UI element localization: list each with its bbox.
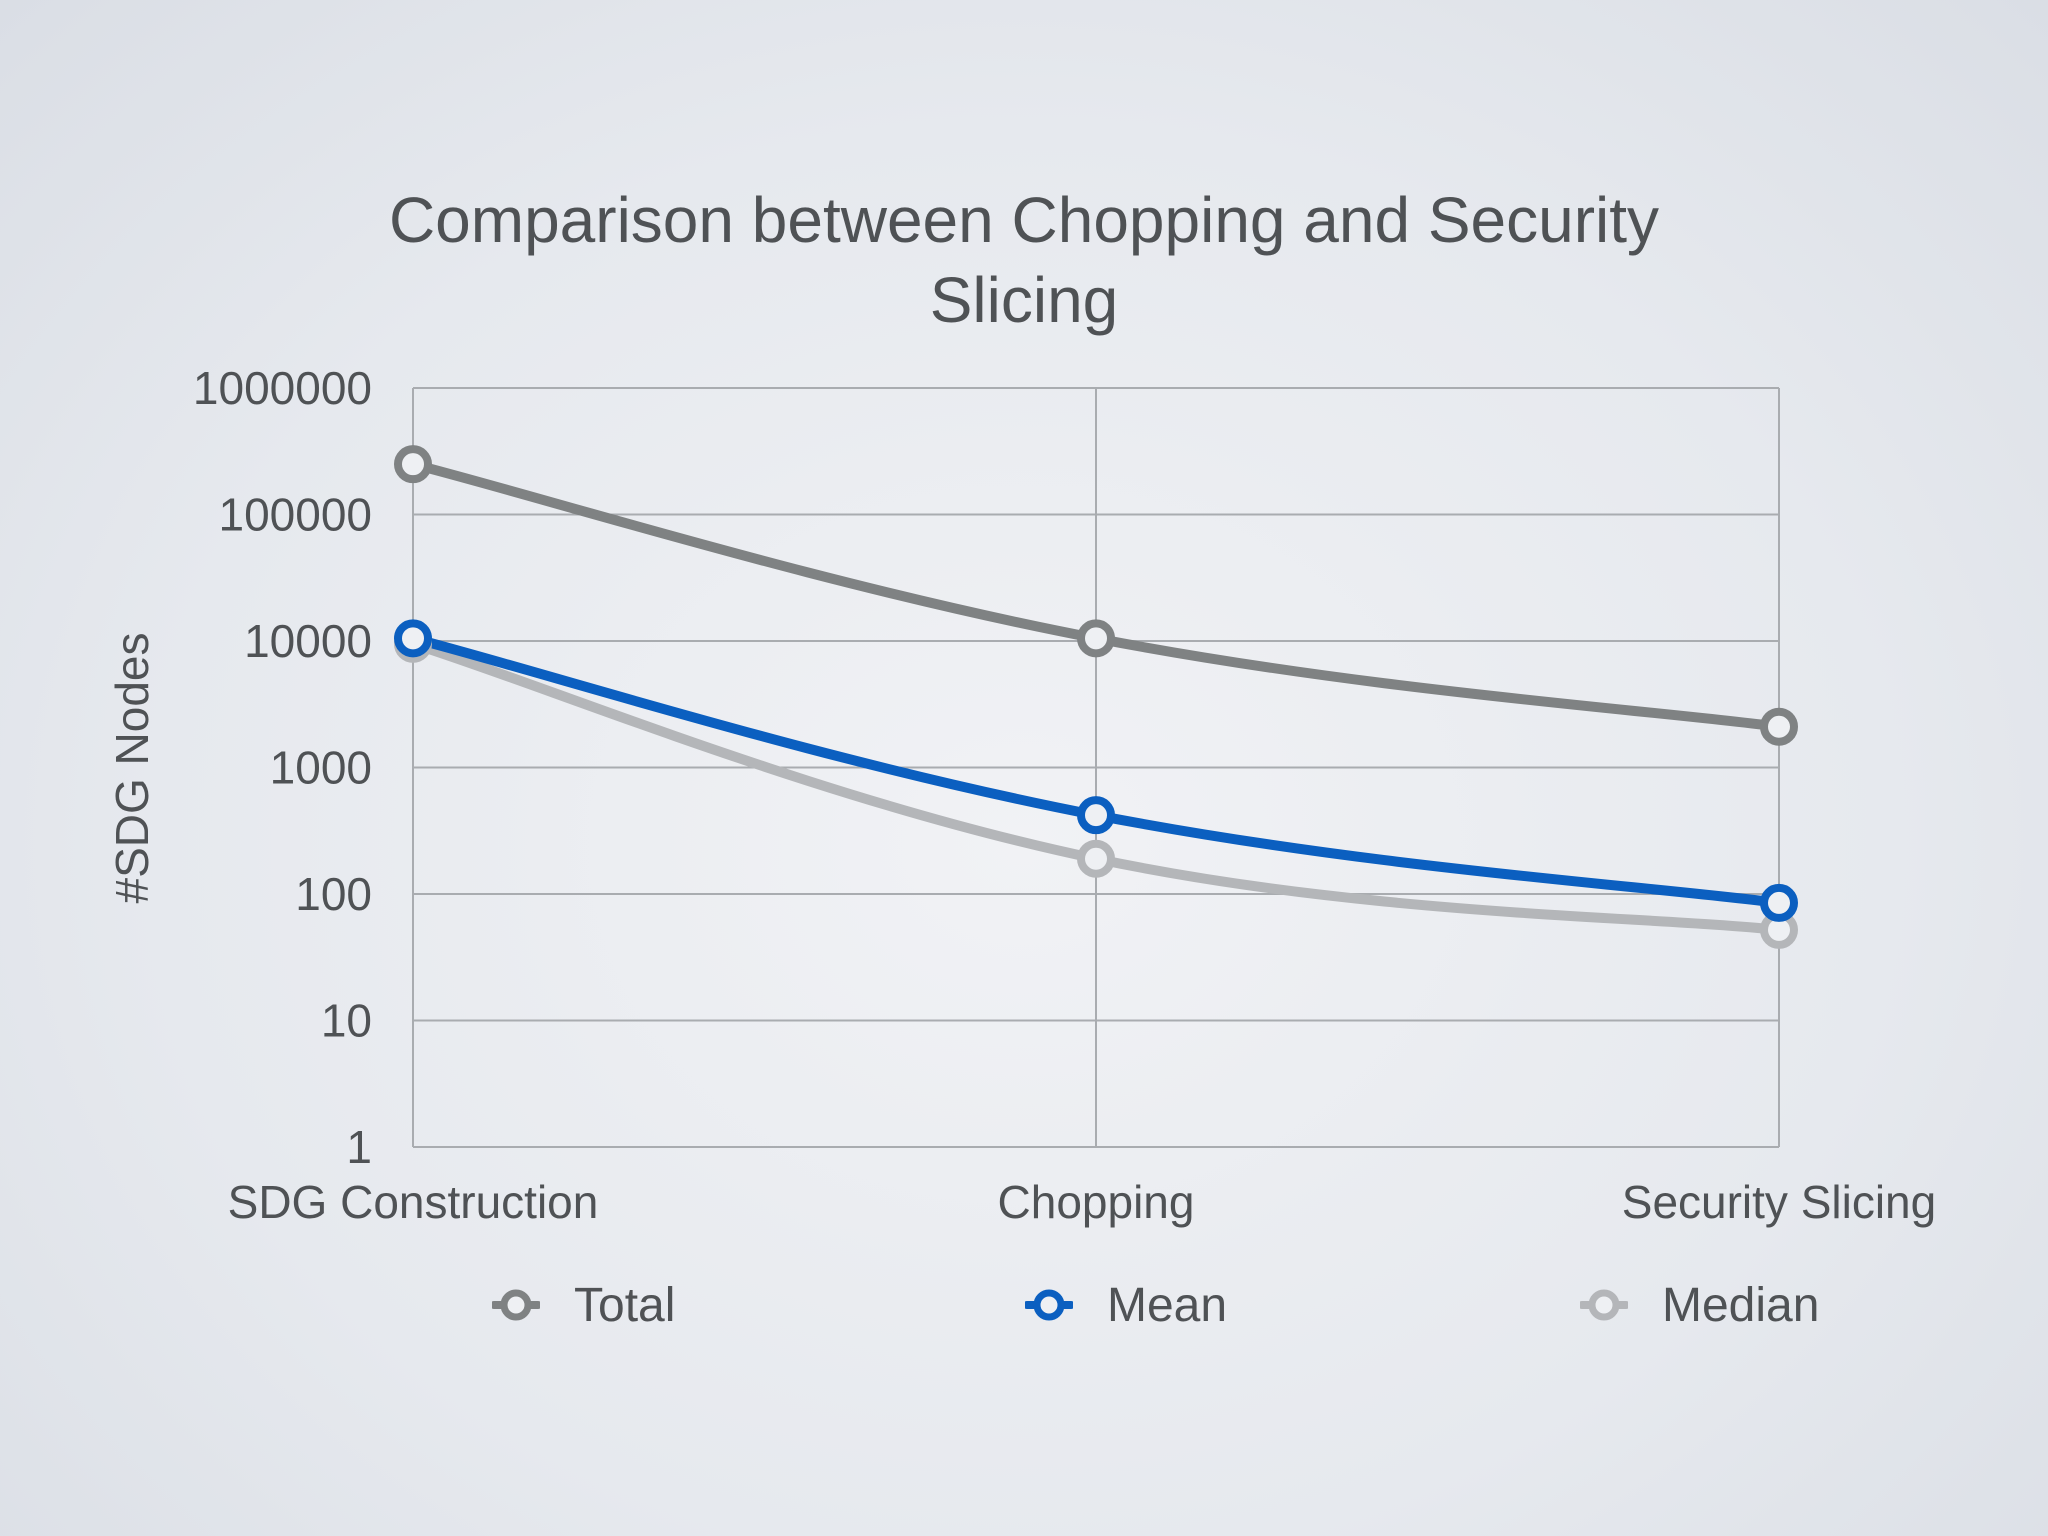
y-tick-label: 1000000 — [193, 362, 372, 414]
data-point-mean — [1077, 796, 1115, 835]
legend-item-mean: Mean — [1025, 1275, 1227, 1335]
legend-item-total: Total — [492, 1275, 675, 1335]
chart-title-line-1: Comparison between Chopping and Security — [388, 184, 1660, 256]
x-tick-label: Chopping — [998, 1176, 1195, 1228]
legend-label: Median — [1662, 1278, 1820, 1332]
data-point-total — [394, 445, 432, 484]
x-tick-label: SDG Construction — [228, 1176, 599, 1228]
y-tick-label: 10 — [321, 995, 372, 1047]
chart-title-line-2: Slicing — [929, 264, 1119, 336]
legend-marker-icon — [1580, 1289, 1628, 1321]
data-point-total — [1760, 707, 1798, 746]
series-points — [394, 445, 1798, 949]
y-axis-label: #SDG Nodes — [106, 632, 158, 903]
x-tick-labels: SDG Construction Chopping Security Slicing — [228, 1176, 1937, 1228]
chart-title: Comparison between Chopping and Security… — [0, 180, 2048, 340]
y-tick-label: 1000 — [270, 742, 372, 794]
data-point-mean — [394, 619, 432, 658]
legend-marker-icon — [492, 1289, 540, 1321]
legend-label: Total — [574, 1278, 676, 1332]
y-tick-label: 100000 — [219, 489, 373, 541]
data-point-mean — [1760, 883, 1798, 922]
grid — [412, 387, 1780, 1148]
data-point-median — [1077, 839, 1115, 878]
legend-label: Mean — [1107, 1278, 1228, 1332]
legend-marker-icon — [1025, 1289, 1073, 1321]
y-tick-labels: 1 10 100 1000 10000 100000 1000000 — [193, 362, 372, 1173]
y-tick-label: 100 — [295, 868, 372, 920]
legend-item-median: Median — [1580, 1275, 1819, 1335]
y-tick-label: 10000 — [244, 615, 372, 667]
y-tick-label: 1 — [346, 1121, 372, 1173]
data-point-total — [1077, 619, 1115, 658]
x-tick-label: Security Slicing — [1622, 1176, 1936, 1228]
